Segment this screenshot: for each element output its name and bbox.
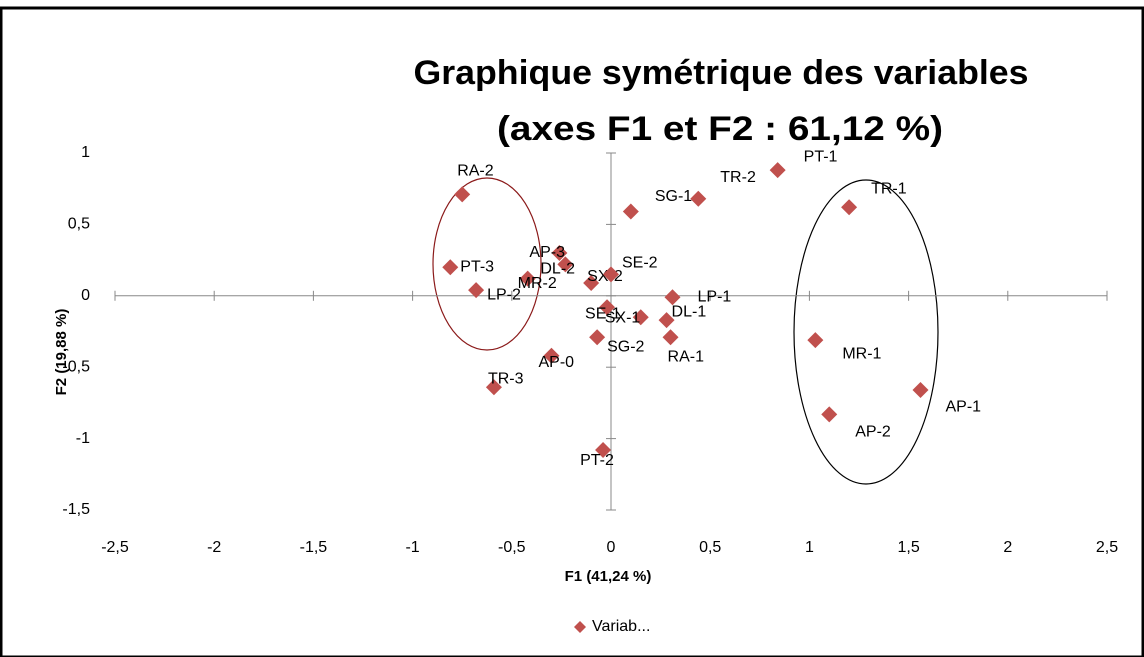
point-label: SE-2 bbox=[622, 255, 658, 272]
point-label: AP-2 bbox=[855, 424, 891, 441]
point bbox=[583, 274, 600, 291]
point-label: RA-2 bbox=[457, 163, 494, 180]
x-tick-label: -1 bbox=[405, 539, 419, 556]
x-tick-label: -2,5 bbox=[101, 539, 129, 556]
y-tick-label: -1,5 bbox=[62, 501, 90, 518]
x-tick-label: 1 bbox=[805, 539, 814, 556]
point bbox=[442, 259, 459, 276]
x-tick-label: 1,5 bbox=[897, 539, 919, 556]
point-label: TR-1 bbox=[871, 180, 907, 197]
chart-title: Graphique symétrique des variables bbox=[414, 54, 1029, 92]
point bbox=[557, 256, 574, 273]
point-label: SG-1 bbox=[655, 188, 692, 205]
point bbox=[769, 162, 786, 179]
point-label: AP-1 bbox=[946, 398, 982, 415]
point bbox=[821, 406, 838, 423]
point bbox=[485, 379, 502, 396]
point bbox=[603, 266, 619, 283]
point bbox=[664, 289, 681, 306]
point bbox=[658, 312, 675, 329]
point-label: LP-2 bbox=[487, 286, 521, 303]
point-label: LP-1 bbox=[698, 288, 732, 305]
point bbox=[912, 382, 929, 399]
point-label: DL-2 bbox=[540, 261, 575, 278]
point-label: PT-1 bbox=[804, 148, 838, 165]
point-label: PT-3 bbox=[460, 258, 494, 275]
point bbox=[519, 270, 536, 287]
point bbox=[454, 186, 471, 203]
x-axis-label: F1 (41,24 %) bbox=[565, 568, 652, 585]
point-label: SX-2 bbox=[587, 268, 623, 285]
frame bbox=[0, 6, 1144, 657]
point-label: AP-3 bbox=[529, 244, 565, 261]
point-label: MR-2 bbox=[518, 275, 557, 292]
chart-title: (axes F1 et F2 : 61,12 %) bbox=[497, 110, 943, 148]
y-tick-label: 0,5 bbox=[68, 216, 90, 233]
x-tick-label: -0,5 bbox=[498, 539, 526, 556]
x-tick-label: 0,5 bbox=[699, 539, 721, 556]
point-label: TR-2 bbox=[720, 169, 756, 186]
y-tick-label: -0,5 bbox=[62, 358, 90, 375]
point-label: PT-2 bbox=[580, 452, 614, 469]
point bbox=[632, 309, 649, 326]
point-label: SG-2 bbox=[607, 338, 644, 355]
y-tick-label: -1 bbox=[76, 430, 90, 447]
point-label: SE-1 bbox=[585, 305, 621, 322]
x-tick-label: 0 bbox=[607, 539, 616, 556]
legend-marker bbox=[574, 621, 586, 633]
point-label: RA-1 bbox=[668, 348, 705, 365]
point-label: AP-0 bbox=[538, 354, 574, 371]
point bbox=[595, 442, 612, 459]
point bbox=[468, 282, 485, 299]
y-tick-label: 1 bbox=[81, 144, 90, 161]
highlight-ellipse bbox=[793, 179, 939, 485]
point-label: DL-1 bbox=[672, 303, 707, 320]
legend-label: Variab... bbox=[592, 618, 650, 635]
point-label: TR-3 bbox=[488, 370, 524, 387]
point bbox=[543, 347, 560, 364]
point bbox=[599, 299, 616, 316]
point bbox=[841, 199, 858, 216]
point bbox=[551, 244, 568, 261]
point bbox=[622, 203, 639, 220]
point bbox=[589, 329, 606, 346]
y-axis-label: F2 (19,88 %) bbox=[53, 309, 70, 396]
point-label: MR-1 bbox=[842, 345, 881, 362]
x-tick-label: -2 bbox=[207, 539, 221, 556]
point bbox=[690, 190, 707, 207]
x-tick-label: 2,5 bbox=[1096, 539, 1118, 556]
x-tick-label: -1,5 bbox=[300, 539, 328, 556]
point bbox=[662, 329, 679, 346]
x-tick-label: 2 bbox=[1003, 539, 1012, 556]
point-label: SX-1 bbox=[605, 309, 641, 326]
point bbox=[807, 332, 824, 349]
highlight-ellipse bbox=[432, 177, 542, 351]
y-tick-label: 0 bbox=[81, 287, 90, 304]
